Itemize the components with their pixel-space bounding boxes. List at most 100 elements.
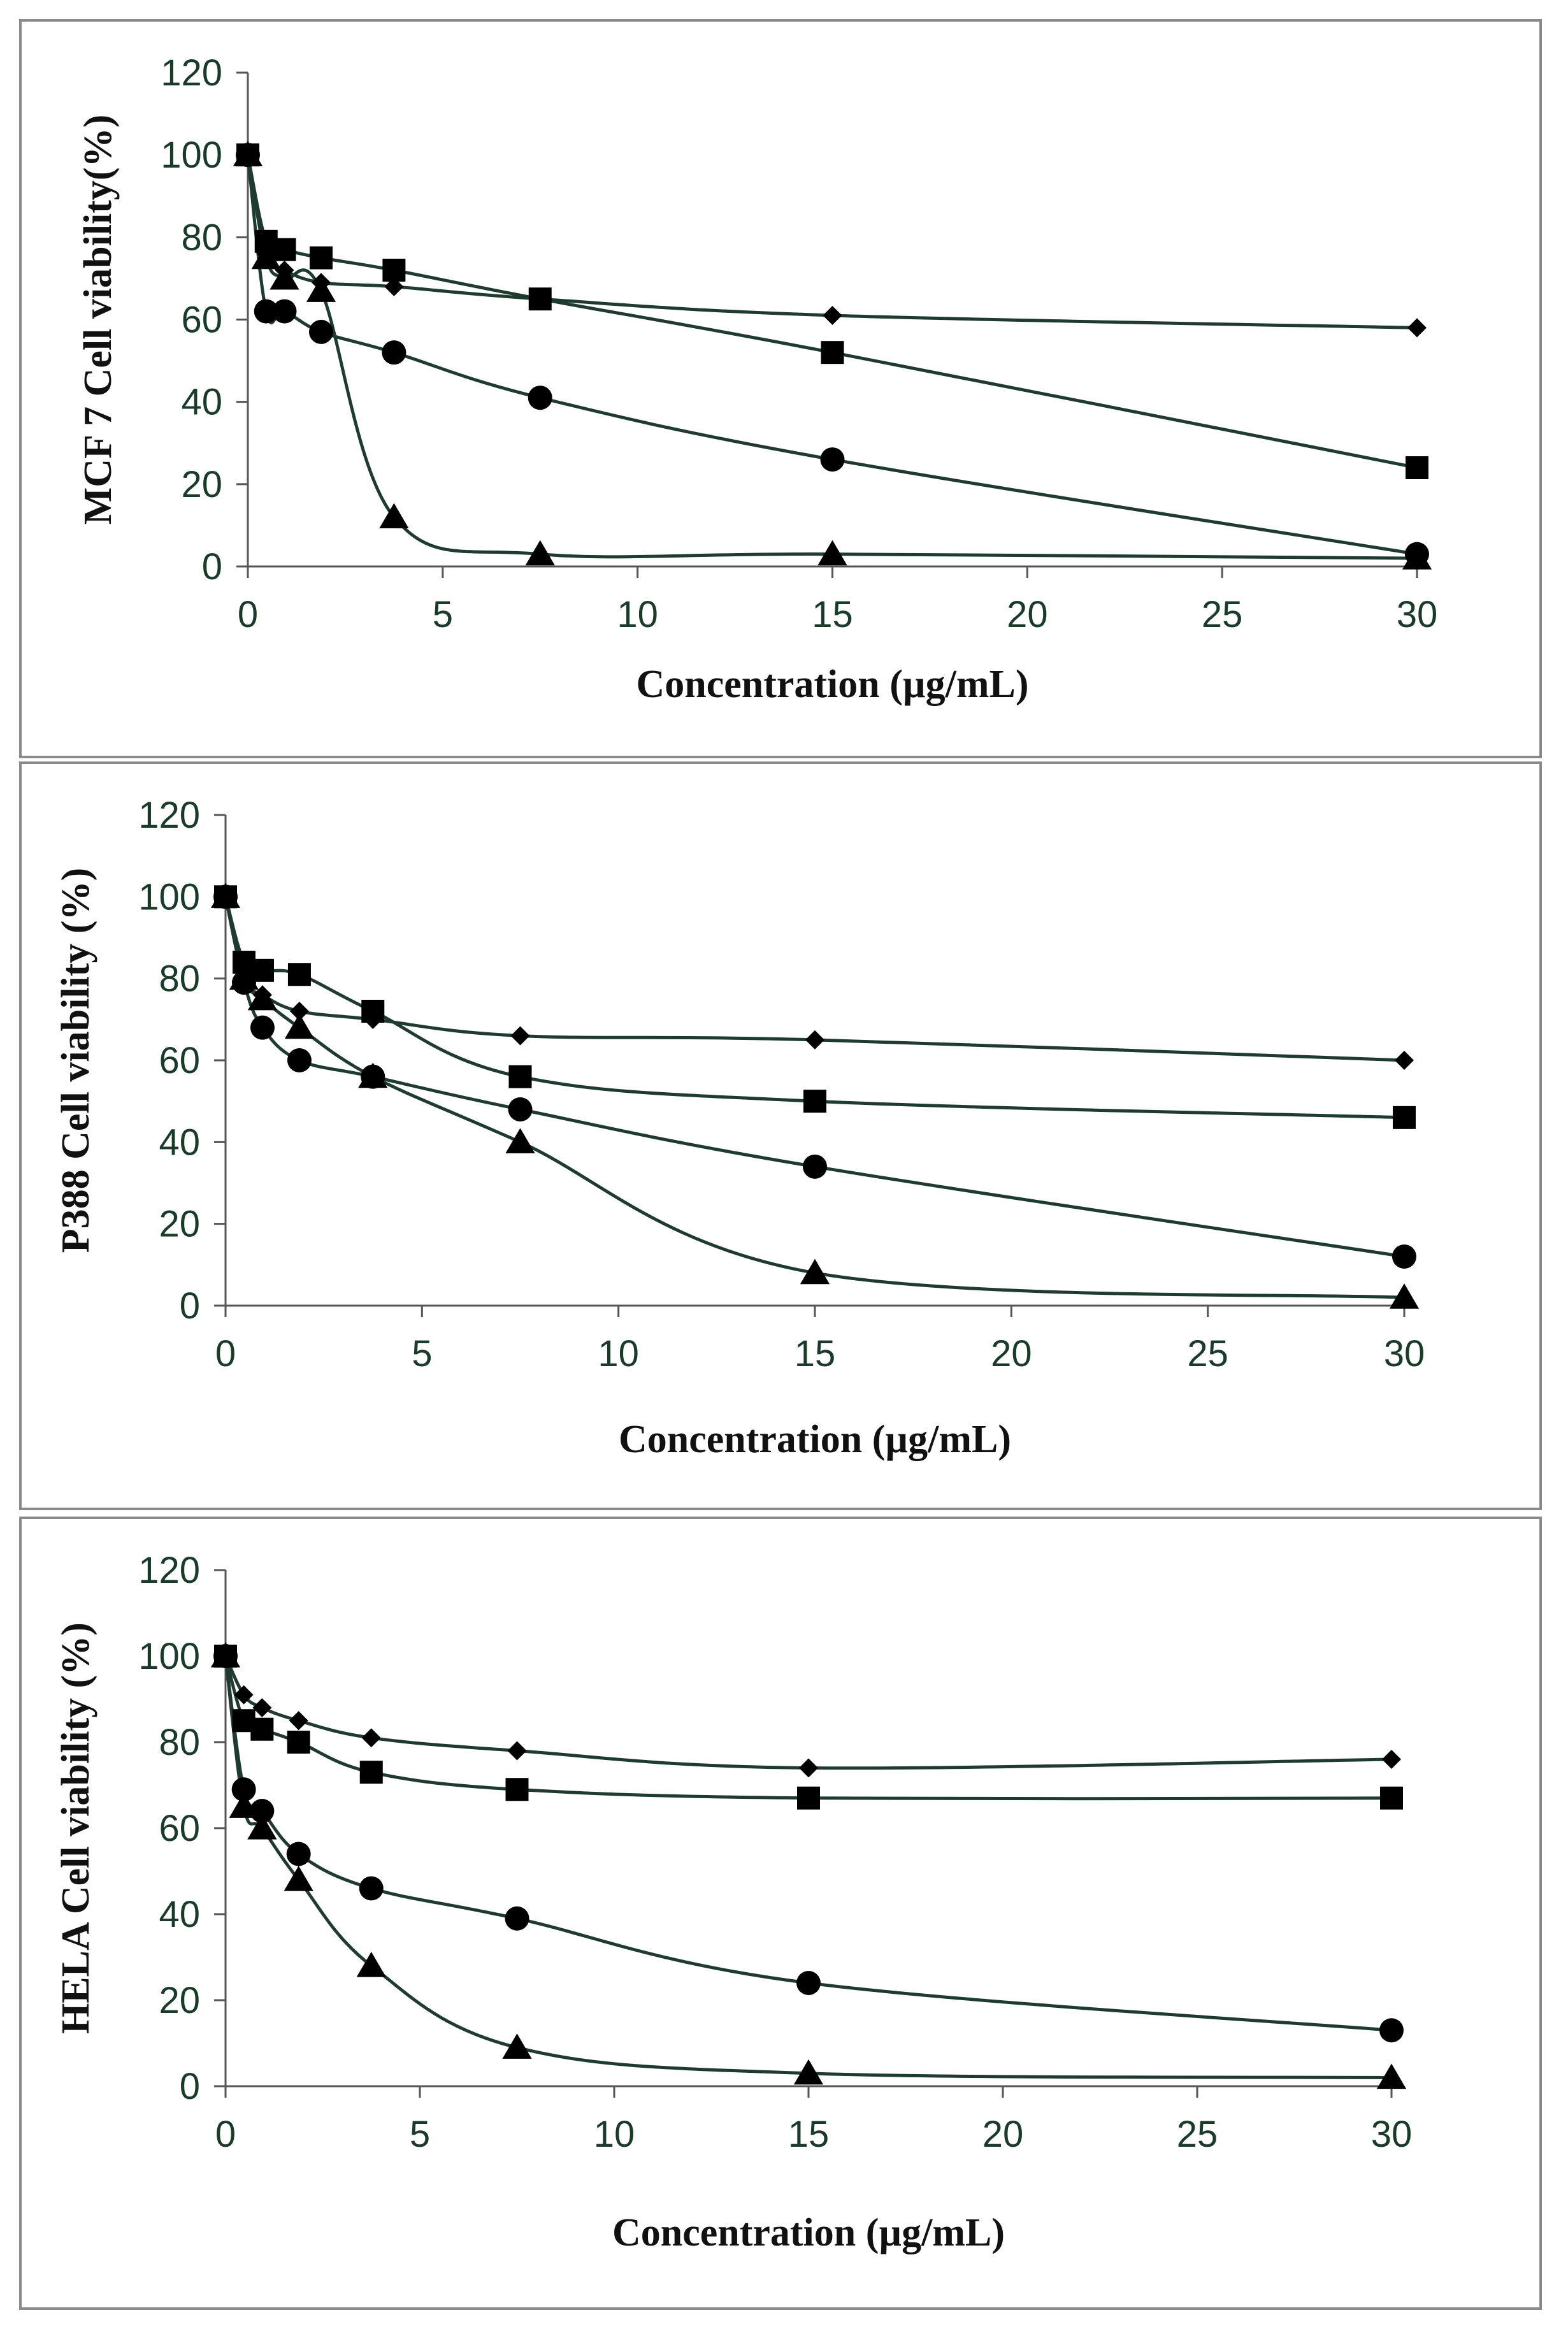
series-line-circle (224, 896, 1405, 1258)
data-point-diamond (1382, 1750, 1401, 1769)
data-point-diamond (289, 1711, 308, 1731)
series-markers-triangle (210, 883, 1420, 1309)
series-markers-square (214, 1645, 1403, 1810)
chart-mcf7: 0 20 40 60 80 100 120 0 5 10 15 20 25 30 Concentration… (76, 52, 1438, 706)
data-point-circle (272, 299, 297, 324)
data-point-triangle (358, 1062, 388, 1088)
y-tick-label: 0 (202, 546, 222, 588)
data-point-square (382, 259, 406, 282)
data-point-circle (308, 319, 333, 344)
data-point-diamond (289, 1002, 309, 1021)
y-tick-label: 20 (159, 1204, 200, 1245)
data-point-circle (508, 1097, 533, 1121)
data-point-square (250, 1717, 274, 1741)
y-tick-label: 60 (181, 299, 222, 341)
data-point-triangle (379, 503, 409, 529)
data-point-diamond (252, 1698, 272, 1717)
series-line-diamond (224, 1655, 1392, 1770)
y-tick-label: 40 (159, 1121, 200, 1163)
y-tick-label: 80 (159, 958, 200, 1000)
data-point-square (528, 287, 552, 311)
data-point-triangle (284, 1013, 315, 1039)
series-markers-diamond (238, 145, 1427, 338)
data-point-circle (528, 386, 552, 410)
x-tick-label: 10 (594, 2114, 635, 2155)
data-point-square (287, 1731, 310, 1754)
data-point-square (287, 963, 311, 986)
data-point-circle (382, 340, 406, 365)
y-axis-label: HELA Cell viability (%) (54, 1622, 97, 2034)
x-tick-label: 30 (1371, 2114, 1413, 2155)
x-tick-label: 30 (1397, 594, 1438, 635)
x-tick-label: 0 (215, 2114, 236, 2155)
data-point-triangle (1376, 2063, 1407, 2089)
data-point-circle (505, 1906, 529, 1931)
data-point-triangle (1389, 1283, 1420, 1309)
data-point-triangle (210, 883, 241, 908)
data-point-circle (796, 1971, 821, 1995)
y-tick-label: 20 (181, 464, 222, 505)
data-point-diamond (799, 1758, 818, 1778)
x-axis-label: Concentration (µg/mL) (619, 1418, 1011, 1461)
data-point-circle (359, 1876, 384, 1901)
data-point-square (797, 1786, 820, 1810)
data-point-triangle (793, 2059, 824, 2085)
series-markers-triangle (210, 1642, 1407, 2089)
y-tick-label: 120 (161, 52, 222, 94)
data-point-square (508, 1065, 532, 1088)
data-point-triangle (306, 277, 336, 302)
data-point-square (309, 246, 333, 270)
y-axis-label: P388 Cell viability (%) (54, 868, 97, 1253)
data-point-triangle (356, 1952, 386, 1977)
data-point-circle (1379, 2018, 1404, 2043)
data-point-triangle (210, 1642, 241, 1668)
x-tick-label: 5 (410, 2114, 430, 2155)
data-point-diamond (805, 1030, 824, 1049)
series-markers-square (214, 885, 1416, 1129)
y-tick-label: 100 (138, 876, 200, 918)
chart-panel-hela: 0 20 40 60 80 100 120 0 5 10 15 20 25 30 Concentration… (19, 1517, 1542, 2310)
x-tick-label: 15 (812, 594, 853, 635)
data-point-triangle (505, 1128, 535, 1153)
series-markers-diamond (216, 887, 1414, 1070)
x-axis-label: Concentration (µg/mL) (636, 663, 1028, 706)
chart-p388: 0 20 40 60 80 100 120 0 5 10 15 20 25 30 Concentration… (54, 795, 1425, 1461)
data-point-diamond (510, 1026, 530, 1046)
data-point-circle (286, 1842, 311, 1866)
y-tick-label: 20 (159, 1980, 200, 2021)
data-point-circle (820, 447, 845, 472)
data-point-square (1393, 1106, 1416, 1129)
chart-panel-mcf7: 0 20 40 60 80 100 120 0 5 10 15 20 25 30 Concentration… (19, 19, 1542, 758)
y-tick-label: 40 (159, 1894, 200, 1935)
data-point-triangle (270, 264, 299, 290)
y-tick-label: 60 (159, 1808, 200, 1849)
x-tick-label: 20 (1007, 594, 1048, 635)
y-tick-label: 120 (138, 795, 200, 836)
y-tick-label: 0 (180, 1285, 200, 1327)
data-point-square (505, 1778, 529, 1801)
data-point-diamond (361, 1728, 381, 1748)
x-tick-label: 5 (433, 594, 453, 635)
data-point-circle (254, 299, 278, 324)
data-point-triangle (247, 984, 278, 1011)
data-point-triangle (233, 141, 263, 166)
series-markers-circle (213, 884, 1416, 1269)
data-point-square (803, 1090, 826, 1113)
series-markers-diamond (216, 1647, 1401, 1778)
data-point-diamond (507, 1741, 527, 1761)
series-markers-triangle (233, 141, 1432, 570)
x-tick-label: 30 (1384, 1333, 1425, 1374)
data-point-diamond (384, 277, 404, 296)
y-tick-label: 0 (180, 2066, 200, 2107)
data-point-triangle (525, 540, 555, 566)
x-tick-label: 5 (412, 1333, 432, 1374)
data-point-diamond (823, 306, 842, 326)
x-tick-label: 0 (215, 1333, 236, 1374)
x-tick-label: 10 (598, 1333, 639, 1374)
y-tick-label: 100 (138, 1636, 200, 1677)
x-tick-label: 20 (991, 1333, 1032, 1374)
data-point-triangle (229, 1792, 259, 1818)
chart-hela: 0 20 40 60 80 100 120 0 5 10 15 20 25 30 Concentration… (54, 1550, 1413, 2254)
data-point-square (359, 1761, 383, 1784)
data-point-circle (287, 1048, 312, 1072)
